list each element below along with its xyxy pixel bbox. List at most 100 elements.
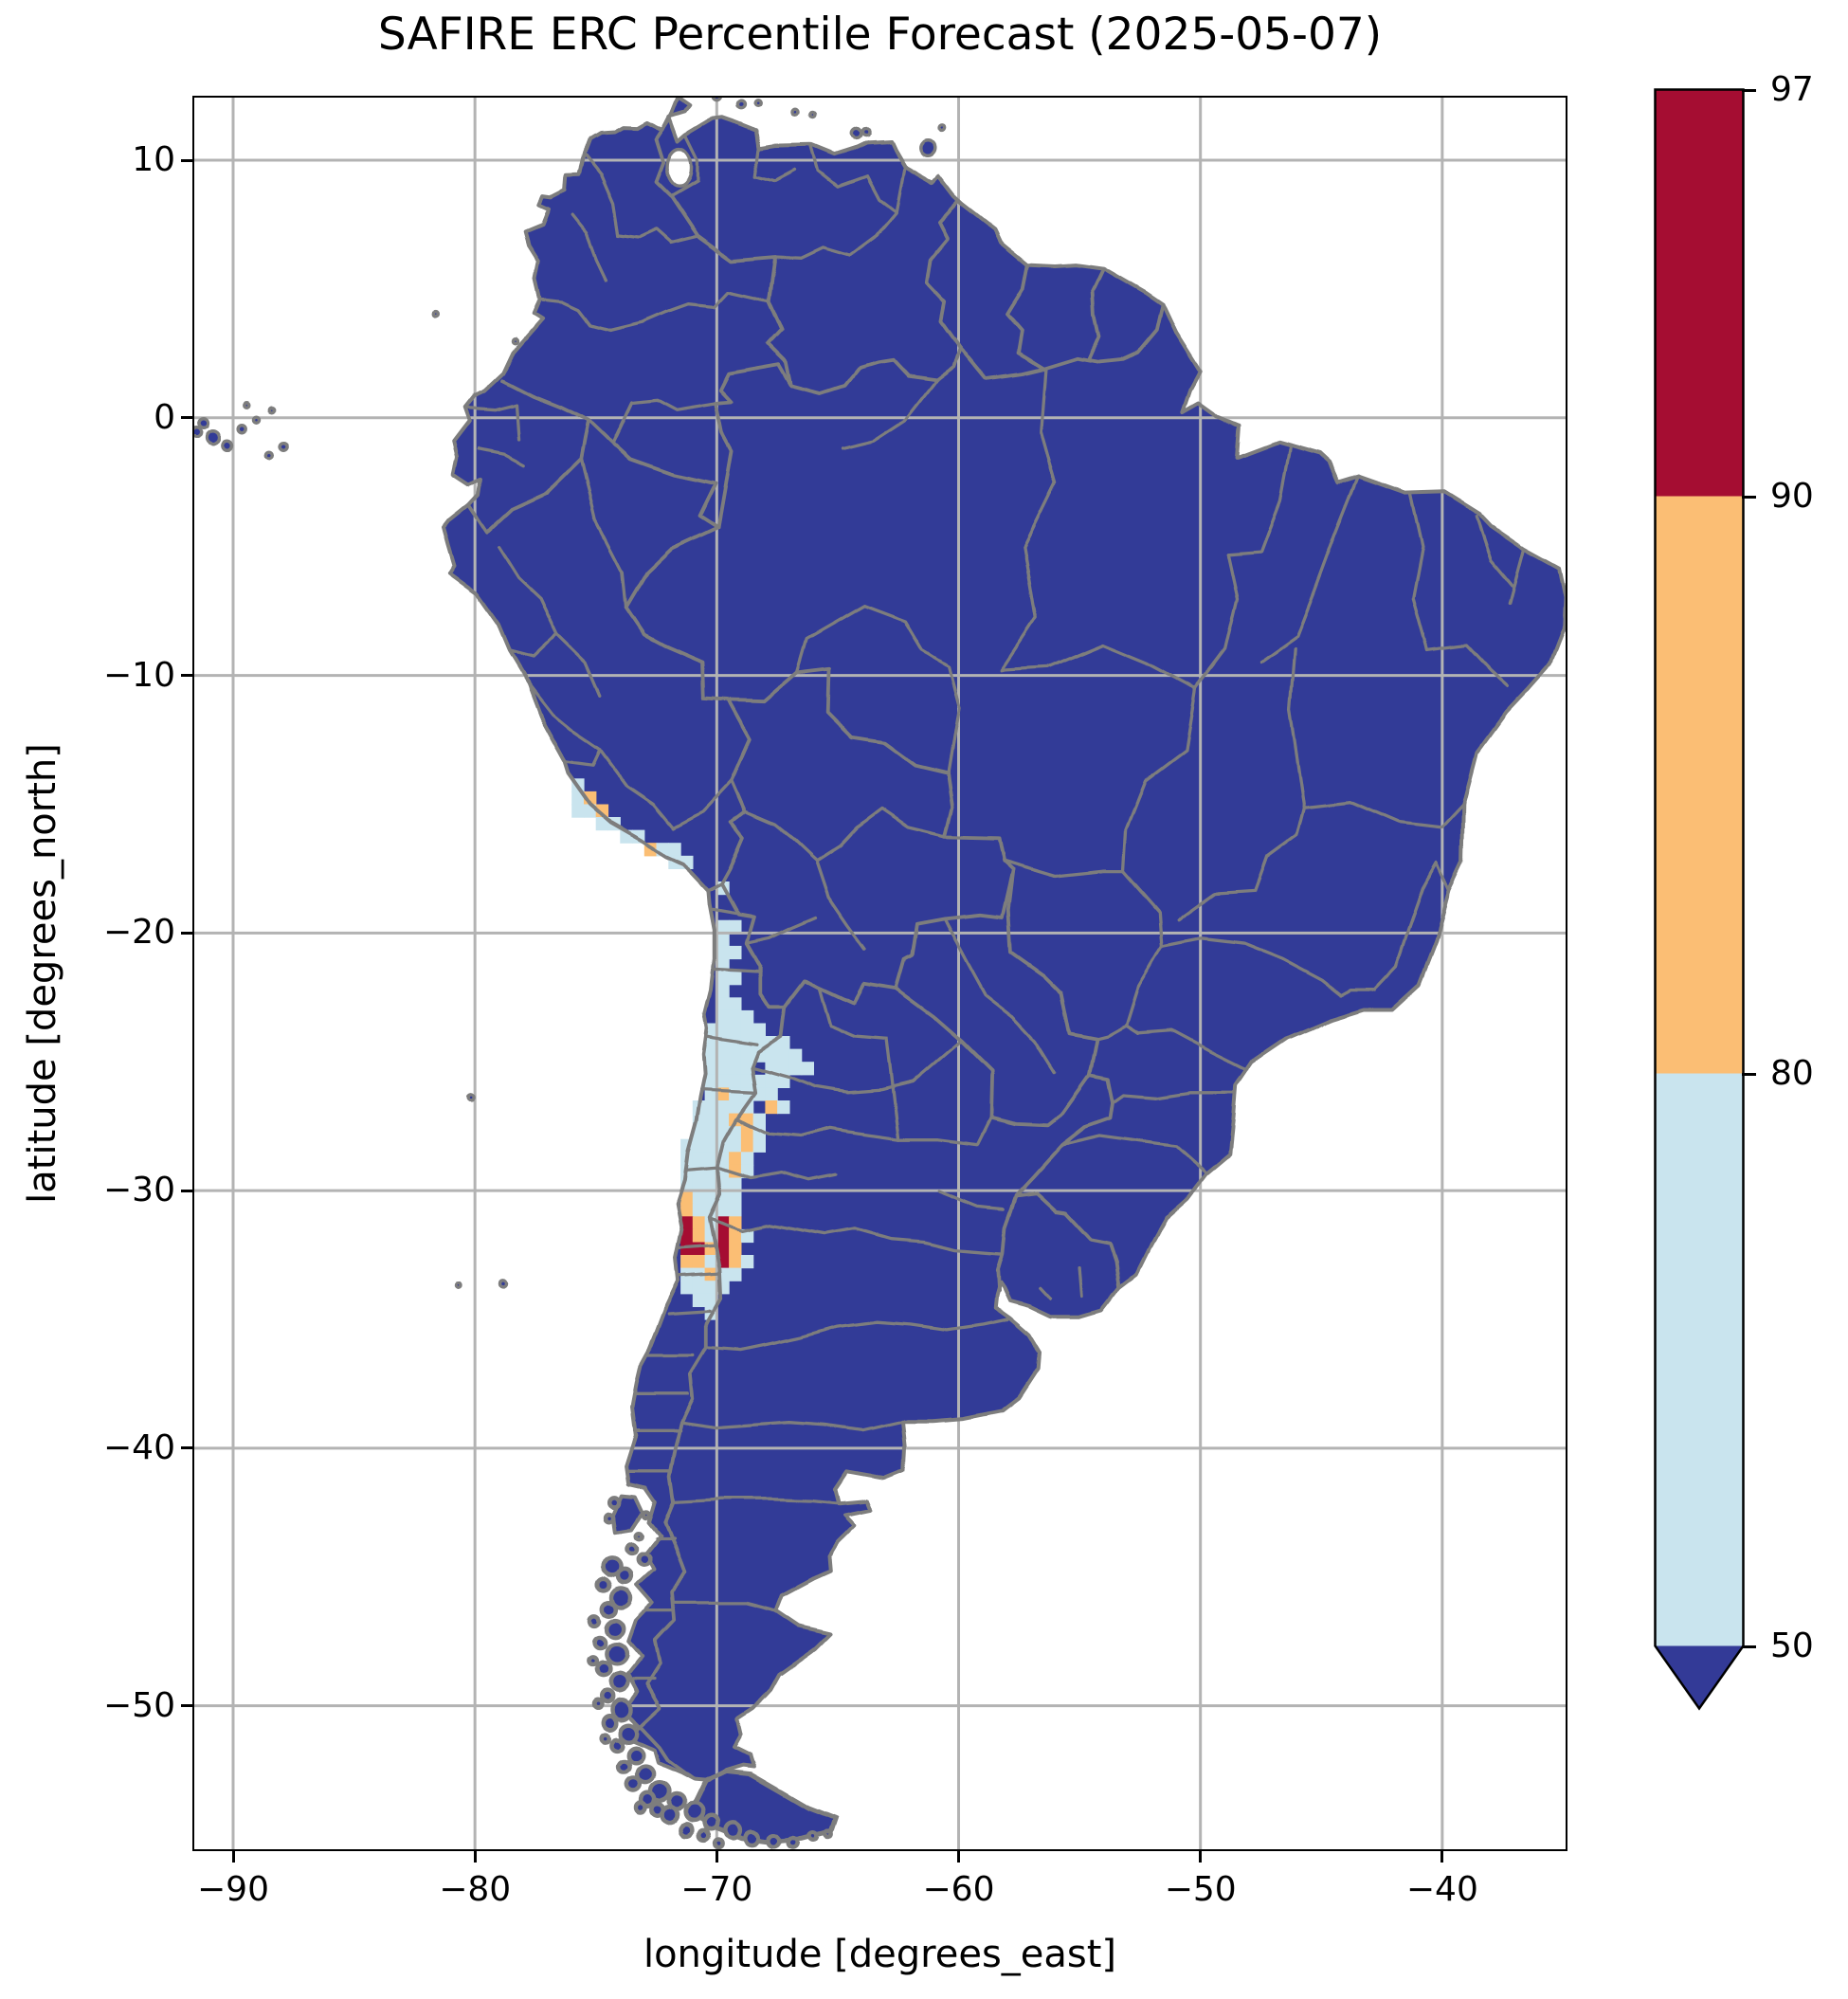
forecast-cell [704, 1035, 717, 1049]
fjord-island [711, 1837, 724, 1849]
y-tick-mark [181, 1189, 194, 1192]
island [205, 427, 222, 445]
forecast-cell [728, 1086, 741, 1101]
fjord-island [742, 1828, 761, 1847]
x-tick-label: −40 [1405, 1870, 1478, 1909]
forecast-cell [740, 1125, 753, 1139]
fjord-island [607, 1495, 622, 1509]
forecast-cell [728, 1048, 741, 1063]
land-layer [443, 97, 1566, 1843]
forecast-cell [728, 1242, 741, 1256]
forecast-cell [740, 1048, 753, 1063]
y-tick-label: 0 [154, 397, 175, 437]
forecast-cell [716, 919, 730, 934]
forecast-cell [728, 1190, 741, 1204]
fjord-island [608, 1697, 633, 1721]
forecast-cell [716, 1099, 730, 1114]
forecast-cell [728, 1203, 741, 1217]
fjord-island [608, 1585, 633, 1609]
fjord-island [604, 1617, 625, 1639]
forecast-cell [667, 842, 681, 856]
colorbar-outline [1654, 88, 1745, 1711]
forecast-cell [692, 1203, 705, 1217]
forecast-cell [728, 1267, 741, 1281]
colorbar-tick-label: 90 [1770, 477, 1814, 516]
island [267, 404, 276, 413]
forecast-cell [716, 1203, 730, 1217]
colorbar-tick-label: 80 [1770, 1054, 1814, 1093]
fjord-island [624, 1774, 643, 1793]
forecast-cell [764, 1048, 778, 1063]
island [711, 97, 722, 101]
forecast-cell [692, 1215, 705, 1229]
y-tick-label: −30 [103, 1171, 175, 1210]
fjord-island [587, 1613, 602, 1627]
forecast-cell [679, 1228, 693, 1243]
fjord-island [595, 1576, 612, 1592]
forecast-cell [740, 1074, 753, 1088]
fjord-island [633, 1800, 647, 1814]
plot-area [191, 95, 1567, 1851]
y-tick-label: −20 [103, 913, 175, 953]
fjord-island [590, 1698, 603, 1711]
forecast-cell [801, 1061, 814, 1075]
forecast-cell [728, 1023, 741, 1037]
forecast-cell [595, 816, 608, 830]
x-axis-label: longitude [degrees_east] [643, 1933, 1117, 1976]
fjord-island [604, 1511, 616, 1523]
forecast-cell [740, 1138, 753, 1153]
island [791, 107, 801, 118]
fjord-island [722, 1820, 742, 1841]
chart-title: SAFIRE ERC Percentile Forecast (2025-05-… [377, 9, 1383, 61]
forecast-cell [704, 1293, 717, 1307]
fjord-island [607, 1671, 629, 1693]
forecast-cell [728, 919, 741, 934]
forecast-cell [704, 1061, 717, 1075]
fjord-island [678, 1822, 695, 1839]
island [936, 123, 946, 134]
forecast-cell [728, 1151, 741, 1165]
gridlines [193, 97, 1566, 1849]
forecast-cell [716, 996, 730, 1010]
island [263, 449, 275, 460]
island [236, 422, 248, 433]
fjord-island [617, 1721, 639, 1743]
forecast-cell [728, 1254, 741, 1268]
fjord-island [765, 1832, 782, 1849]
forecast-cell [728, 1061, 741, 1075]
fjord-island [682, 1801, 704, 1824]
forecast-cell [764, 1074, 778, 1088]
forecast-cell [679, 1280, 693, 1294]
fjord-island [593, 1660, 612, 1679]
fjord-island [641, 1509, 652, 1520]
island [917, 138, 936, 158]
forecast-cell [716, 1061, 730, 1075]
fjord-island [636, 1550, 652, 1567]
fjord-island [696, 1828, 711, 1843]
island [497, 1278, 508, 1288]
colorbar-tick-mark [1742, 88, 1756, 92]
colorbar-tick-mark [1742, 1645, 1756, 1648]
forecast-cell [716, 1228, 730, 1243]
forecast-cell [692, 1164, 705, 1178]
forecast-cell [752, 1023, 766, 1037]
forecast-cell [740, 1228, 753, 1243]
colorbar-segment [1655, 1073, 1744, 1646]
colorbar: 97 90 80 50 [1654, 70, 1848, 1756]
x-tick-label: −80 [439, 1870, 512, 1909]
y-tick-label: 10 [132, 140, 175, 179]
island [752, 99, 762, 108]
forecast-cell [692, 1254, 705, 1268]
forecast-cell [716, 1242, 730, 1256]
forecast-cell [776, 1099, 789, 1114]
island [734, 99, 747, 110]
forecast-cell [728, 1228, 741, 1243]
forecast-cell [679, 1254, 693, 1268]
forecast-cell [728, 996, 741, 1010]
boundaries-layer [193, 97, 1566, 1849]
forecast-cell [571, 804, 585, 818]
forecast-cell [788, 1061, 802, 1075]
fjord-island [625, 1541, 639, 1555]
colorbar-segment [1655, 89, 1744, 497]
